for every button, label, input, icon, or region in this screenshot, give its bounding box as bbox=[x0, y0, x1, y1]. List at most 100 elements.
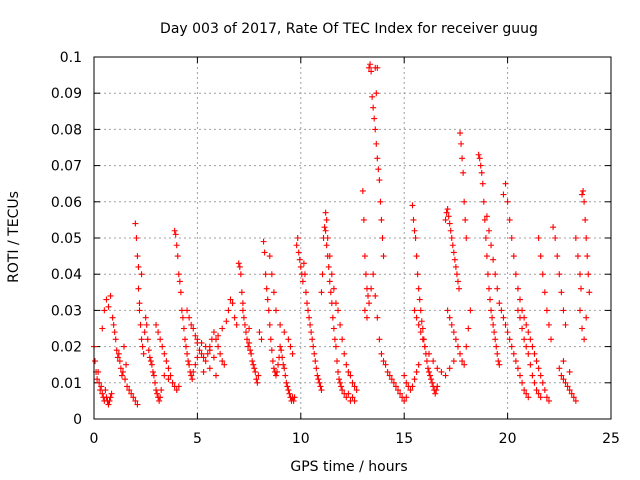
data-point bbox=[322, 227, 329, 234]
data-point bbox=[280, 361, 287, 368]
data-point bbox=[283, 379, 290, 386]
data-point bbox=[163, 358, 170, 365]
data-point bbox=[114, 354, 121, 361]
data-point bbox=[315, 376, 322, 383]
data-point bbox=[223, 318, 230, 325]
data-point bbox=[161, 350, 168, 357]
data-point bbox=[500, 191, 507, 198]
data-point bbox=[411, 227, 418, 234]
data-point bbox=[403, 394, 410, 401]
data-point bbox=[145, 347, 152, 354]
data-point bbox=[265, 307, 272, 314]
data-point bbox=[578, 285, 585, 292]
data-point bbox=[450, 329, 457, 336]
data-point bbox=[178, 307, 185, 314]
data-point bbox=[525, 329, 532, 336]
data-point bbox=[272, 372, 279, 379]
data-point bbox=[481, 216, 488, 223]
data-point bbox=[527, 336, 534, 343]
data-point bbox=[512, 358, 519, 365]
data-point bbox=[531, 350, 538, 357]
data-point bbox=[537, 372, 544, 379]
data-point bbox=[318, 289, 325, 296]
data-point bbox=[316, 379, 323, 386]
data-point bbox=[330, 325, 337, 332]
data-point bbox=[302, 289, 309, 296]
data-point bbox=[584, 253, 591, 260]
data-point bbox=[336, 376, 343, 383]
data-point bbox=[278, 347, 285, 354]
data-point bbox=[196, 347, 203, 354]
data-point bbox=[202, 358, 209, 365]
data-point bbox=[502, 321, 509, 328]
data-point bbox=[192, 361, 199, 368]
data-point bbox=[560, 376, 567, 383]
data-point bbox=[558, 289, 565, 296]
data-point bbox=[489, 314, 496, 321]
data-point bbox=[185, 358, 192, 365]
data-point bbox=[322, 209, 329, 216]
data-point bbox=[407, 387, 414, 394]
y-tick-label: 0.07 bbox=[51, 159, 82, 175]
data-point bbox=[377, 198, 384, 205]
x-tick-label: 0 bbox=[90, 431, 99, 447]
data-point bbox=[301, 271, 308, 278]
data-point bbox=[373, 140, 380, 147]
data-point bbox=[378, 216, 385, 223]
data-point bbox=[552, 235, 559, 241]
data-point bbox=[156, 397, 163, 404]
data-point bbox=[101, 307, 108, 314]
data-point bbox=[122, 376, 129, 383]
data-point bbox=[583, 235, 590, 241]
x-tick-label: 25 bbox=[602, 431, 620, 447]
data-point bbox=[277, 321, 284, 328]
data-point bbox=[110, 321, 117, 328]
data-point bbox=[560, 358, 567, 365]
data-point bbox=[186, 361, 193, 368]
data-point bbox=[202, 343, 209, 350]
data-point bbox=[304, 300, 311, 307]
data-point bbox=[374, 64, 381, 71]
data-point bbox=[523, 390, 530, 397]
data-point bbox=[579, 325, 586, 332]
data-point bbox=[506, 216, 513, 223]
data-point bbox=[467, 307, 474, 314]
data-point bbox=[525, 394, 532, 401]
data-point bbox=[492, 271, 499, 278]
data-point bbox=[130, 394, 137, 401]
data-point bbox=[401, 372, 408, 379]
data-point bbox=[263, 285, 270, 292]
data-point bbox=[514, 365, 521, 372]
y-tick-label: 0.09 bbox=[51, 86, 82, 102]
data-point bbox=[270, 289, 277, 296]
data-point bbox=[452, 336, 459, 343]
data-point bbox=[132, 220, 139, 227]
data-point bbox=[376, 177, 383, 184]
data-point bbox=[204, 350, 211, 357]
data-point bbox=[382, 361, 389, 368]
data-point bbox=[459, 155, 466, 162]
data-point bbox=[456, 285, 463, 292]
data-point bbox=[401, 397, 408, 404]
data-point bbox=[521, 336, 528, 343]
data-point bbox=[251, 365, 258, 372]
data-point bbox=[332, 343, 339, 350]
data-point bbox=[529, 343, 536, 350]
data-point bbox=[198, 350, 205, 357]
data-point bbox=[449, 242, 456, 249]
data-point bbox=[159, 343, 166, 350]
data-point bbox=[268, 271, 275, 278]
data-point bbox=[200, 354, 207, 361]
data-point bbox=[279, 354, 286, 361]
data-point bbox=[249, 358, 256, 365]
x-tick-label: 5 bbox=[193, 431, 202, 447]
data-point bbox=[535, 365, 542, 372]
data-point bbox=[326, 278, 333, 285]
data-point bbox=[480, 198, 487, 205]
data-point bbox=[266, 253, 273, 260]
data-point bbox=[574, 253, 581, 260]
data-point bbox=[410, 216, 417, 223]
data-point bbox=[428, 376, 435, 383]
data-point bbox=[338, 383, 345, 390]
data-point bbox=[194, 336, 201, 343]
